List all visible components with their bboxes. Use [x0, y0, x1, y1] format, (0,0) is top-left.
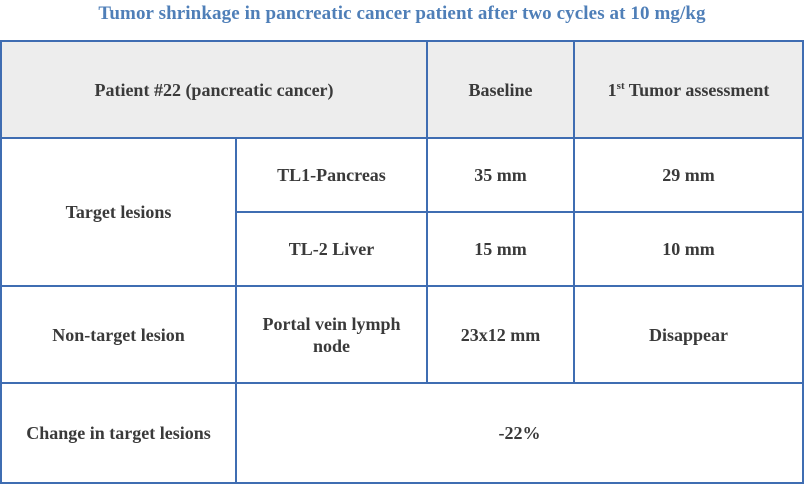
header-patient: Patient #22 (pancreatic cancer)	[0, 40, 428, 139]
table-row: Target lesions TL1-Pancreas 35 mm 29 mm	[0, 137, 804, 287]
header-assessment: 1st Tumor assessment	[573, 40, 804, 139]
header-row: Patient #22 (pancreatic cancer) Baseline…	[0, 40, 804, 139]
table-row: TL-2 Liver 15 mm 10 mm	[1, 211, 804, 287]
change-label: Change in target lesions	[0, 382, 237, 484]
non-target-label: Non-target lesion	[0, 285, 237, 384]
change-value: -22%	[235, 382, 804, 484]
header-assessment-suffix: st	[616, 79, 625, 92]
header-assessment-ordinal: 1	[607, 79, 617, 100]
lesion-baseline: 15 mm	[426, 211, 575, 287]
lesion-site: TL1-Pancreas	[235, 137, 428, 213]
non-target-site: Portal vein lymph node	[235, 285, 428, 384]
header-baseline: Baseline	[426, 40, 575, 139]
table-row: Change in target lesions -22%	[0, 382, 804, 484]
lesion-site: TL-2 Liver	[235, 211, 428, 287]
tumor-assessment-table: Patient #22 (pancreatic cancer) Baseline…	[0, 40, 804, 484]
table-row: Non-target lesion Portal vein lymph node…	[0, 285, 804, 384]
non-target-assessment: Disappear	[573, 285, 804, 384]
header-assessment-label: Tumor assessment	[624, 79, 770, 100]
lesion-assessment: 29 mm	[573, 137, 804, 213]
target-lesions-label: Target lesions	[0, 137, 237, 287]
lesion-baseline: 35 mm	[426, 137, 575, 213]
table-title: Tumor shrinkage in pancreatic cancer pat…	[98, 3, 706, 24]
non-target-baseline: 23x12 mm	[426, 285, 575, 384]
lesion-assessment: 10 mm	[573, 211, 804, 287]
